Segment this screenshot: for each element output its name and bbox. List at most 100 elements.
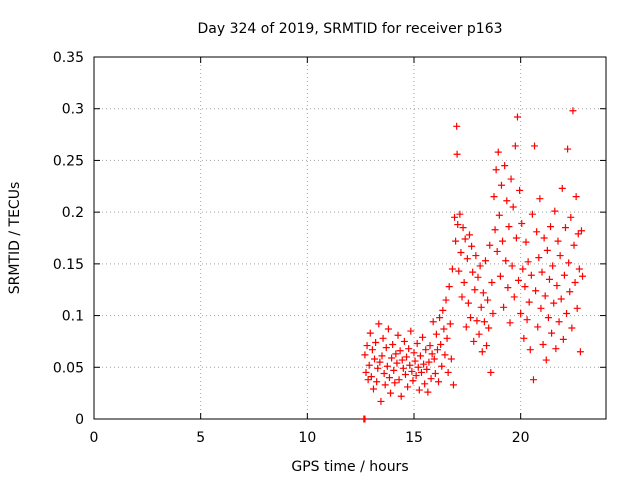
- data-point: [452, 237, 460, 245]
- data-point: [439, 306, 447, 314]
- data-point: [436, 314, 444, 322]
- data-point: [524, 258, 532, 266]
- data-point: [501, 162, 509, 170]
- data-point: [472, 252, 480, 260]
- data-point: [556, 252, 564, 260]
- data-point: [388, 354, 396, 362]
- data-point: [383, 362, 391, 370]
- data-point: [486, 241, 494, 249]
- data-point: [382, 344, 390, 352]
- data-point: [465, 231, 473, 239]
- data-point: [473, 317, 481, 325]
- data-point: [421, 380, 429, 388]
- y-tick-label: 0.15: [53, 257, 84, 273]
- data-point: [560, 271, 568, 279]
- data-point: [425, 358, 433, 366]
- data-point: [363, 342, 371, 350]
- y-tick-label: 0.3: [62, 102, 84, 118]
- data-point: [361, 415, 369, 423]
- data-point: [548, 329, 556, 337]
- data-point: [481, 257, 489, 265]
- y-tick-label: 0.35: [53, 50, 84, 66]
- data-point: [381, 381, 389, 389]
- data-point: [385, 374, 393, 382]
- data-point: [474, 273, 482, 281]
- data-point: [423, 365, 431, 373]
- data-point: [398, 356, 406, 364]
- data-point: [453, 150, 461, 158]
- data-point: [378, 352, 386, 360]
- data-point: [401, 371, 409, 379]
- data-point: [361, 351, 369, 359]
- data-point: [536, 195, 544, 203]
- data-point: [489, 310, 497, 318]
- data-point: [493, 247, 501, 255]
- data-point: [371, 355, 379, 363]
- data-point: [573, 304, 581, 312]
- data-point: [451, 213, 459, 221]
- data-point: [550, 299, 558, 307]
- data-point: [419, 333, 427, 341]
- data-point: [410, 349, 418, 357]
- data-point: [511, 142, 519, 150]
- data-point: [396, 347, 404, 355]
- data-point: [527, 271, 535, 279]
- data-point: [571, 278, 579, 286]
- data-point: [554, 237, 562, 245]
- data-point: [453, 122, 461, 130]
- data-point: [579, 272, 587, 280]
- x-tick-label: 5: [196, 430, 205, 446]
- data-point: [428, 350, 436, 358]
- data-point: [387, 389, 395, 397]
- data-point: [534, 323, 542, 331]
- data-point: [542, 356, 550, 364]
- x-tick-label: 10: [298, 430, 316, 446]
- data-point: [372, 338, 380, 346]
- y-axis-label: SRMTID / TECUs: [7, 182, 23, 295]
- data-point: [507, 175, 515, 183]
- data-point: [567, 213, 575, 221]
- data-point: [430, 355, 438, 363]
- data-point: [557, 295, 565, 303]
- data-point: [577, 227, 585, 235]
- data-point: [391, 379, 399, 387]
- data-point: [540, 234, 548, 242]
- data-point: [454, 221, 462, 229]
- data-point: [543, 246, 551, 254]
- data-point: [446, 320, 454, 328]
- data-point: [564, 145, 572, 153]
- x-tick-label: 20: [512, 430, 530, 446]
- data-point: [496, 272, 504, 280]
- data-point: [497, 181, 505, 189]
- data-point: [374, 364, 382, 372]
- data-point: [432, 330, 440, 338]
- data-point: [491, 226, 499, 234]
- data-point: [440, 325, 448, 333]
- data-point: [526, 346, 534, 354]
- data-point: [525, 298, 533, 306]
- data-point: [404, 383, 412, 391]
- data-point: [520, 334, 528, 342]
- x-axis: 0 5 10 15 20: [90, 57, 530, 446]
- data-point: [570, 241, 578, 249]
- data-point: [576, 348, 584, 356]
- data-point: [459, 224, 467, 232]
- data-point: [414, 363, 422, 371]
- data-point: [561, 224, 569, 232]
- data-point: [483, 342, 491, 350]
- data-point: [437, 341, 445, 349]
- data-point: [426, 342, 434, 350]
- data-point: [565, 259, 573, 267]
- data-point: [422, 346, 430, 354]
- data-point: [487, 368, 495, 376]
- data-point: [377, 397, 385, 405]
- data-point: [368, 346, 376, 354]
- y-tick-label: 0.1: [62, 309, 84, 325]
- data-point: [508, 262, 516, 270]
- data-point: [461, 235, 469, 243]
- data-point: [369, 385, 377, 393]
- y-axis: 0 0.05 0.1 0.15 0.2 0.25 0.3 0.35: [53, 50, 606, 428]
- data-point: [420, 360, 428, 368]
- data-point: [558, 184, 566, 192]
- data-point: [379, 334, 387, 342]
